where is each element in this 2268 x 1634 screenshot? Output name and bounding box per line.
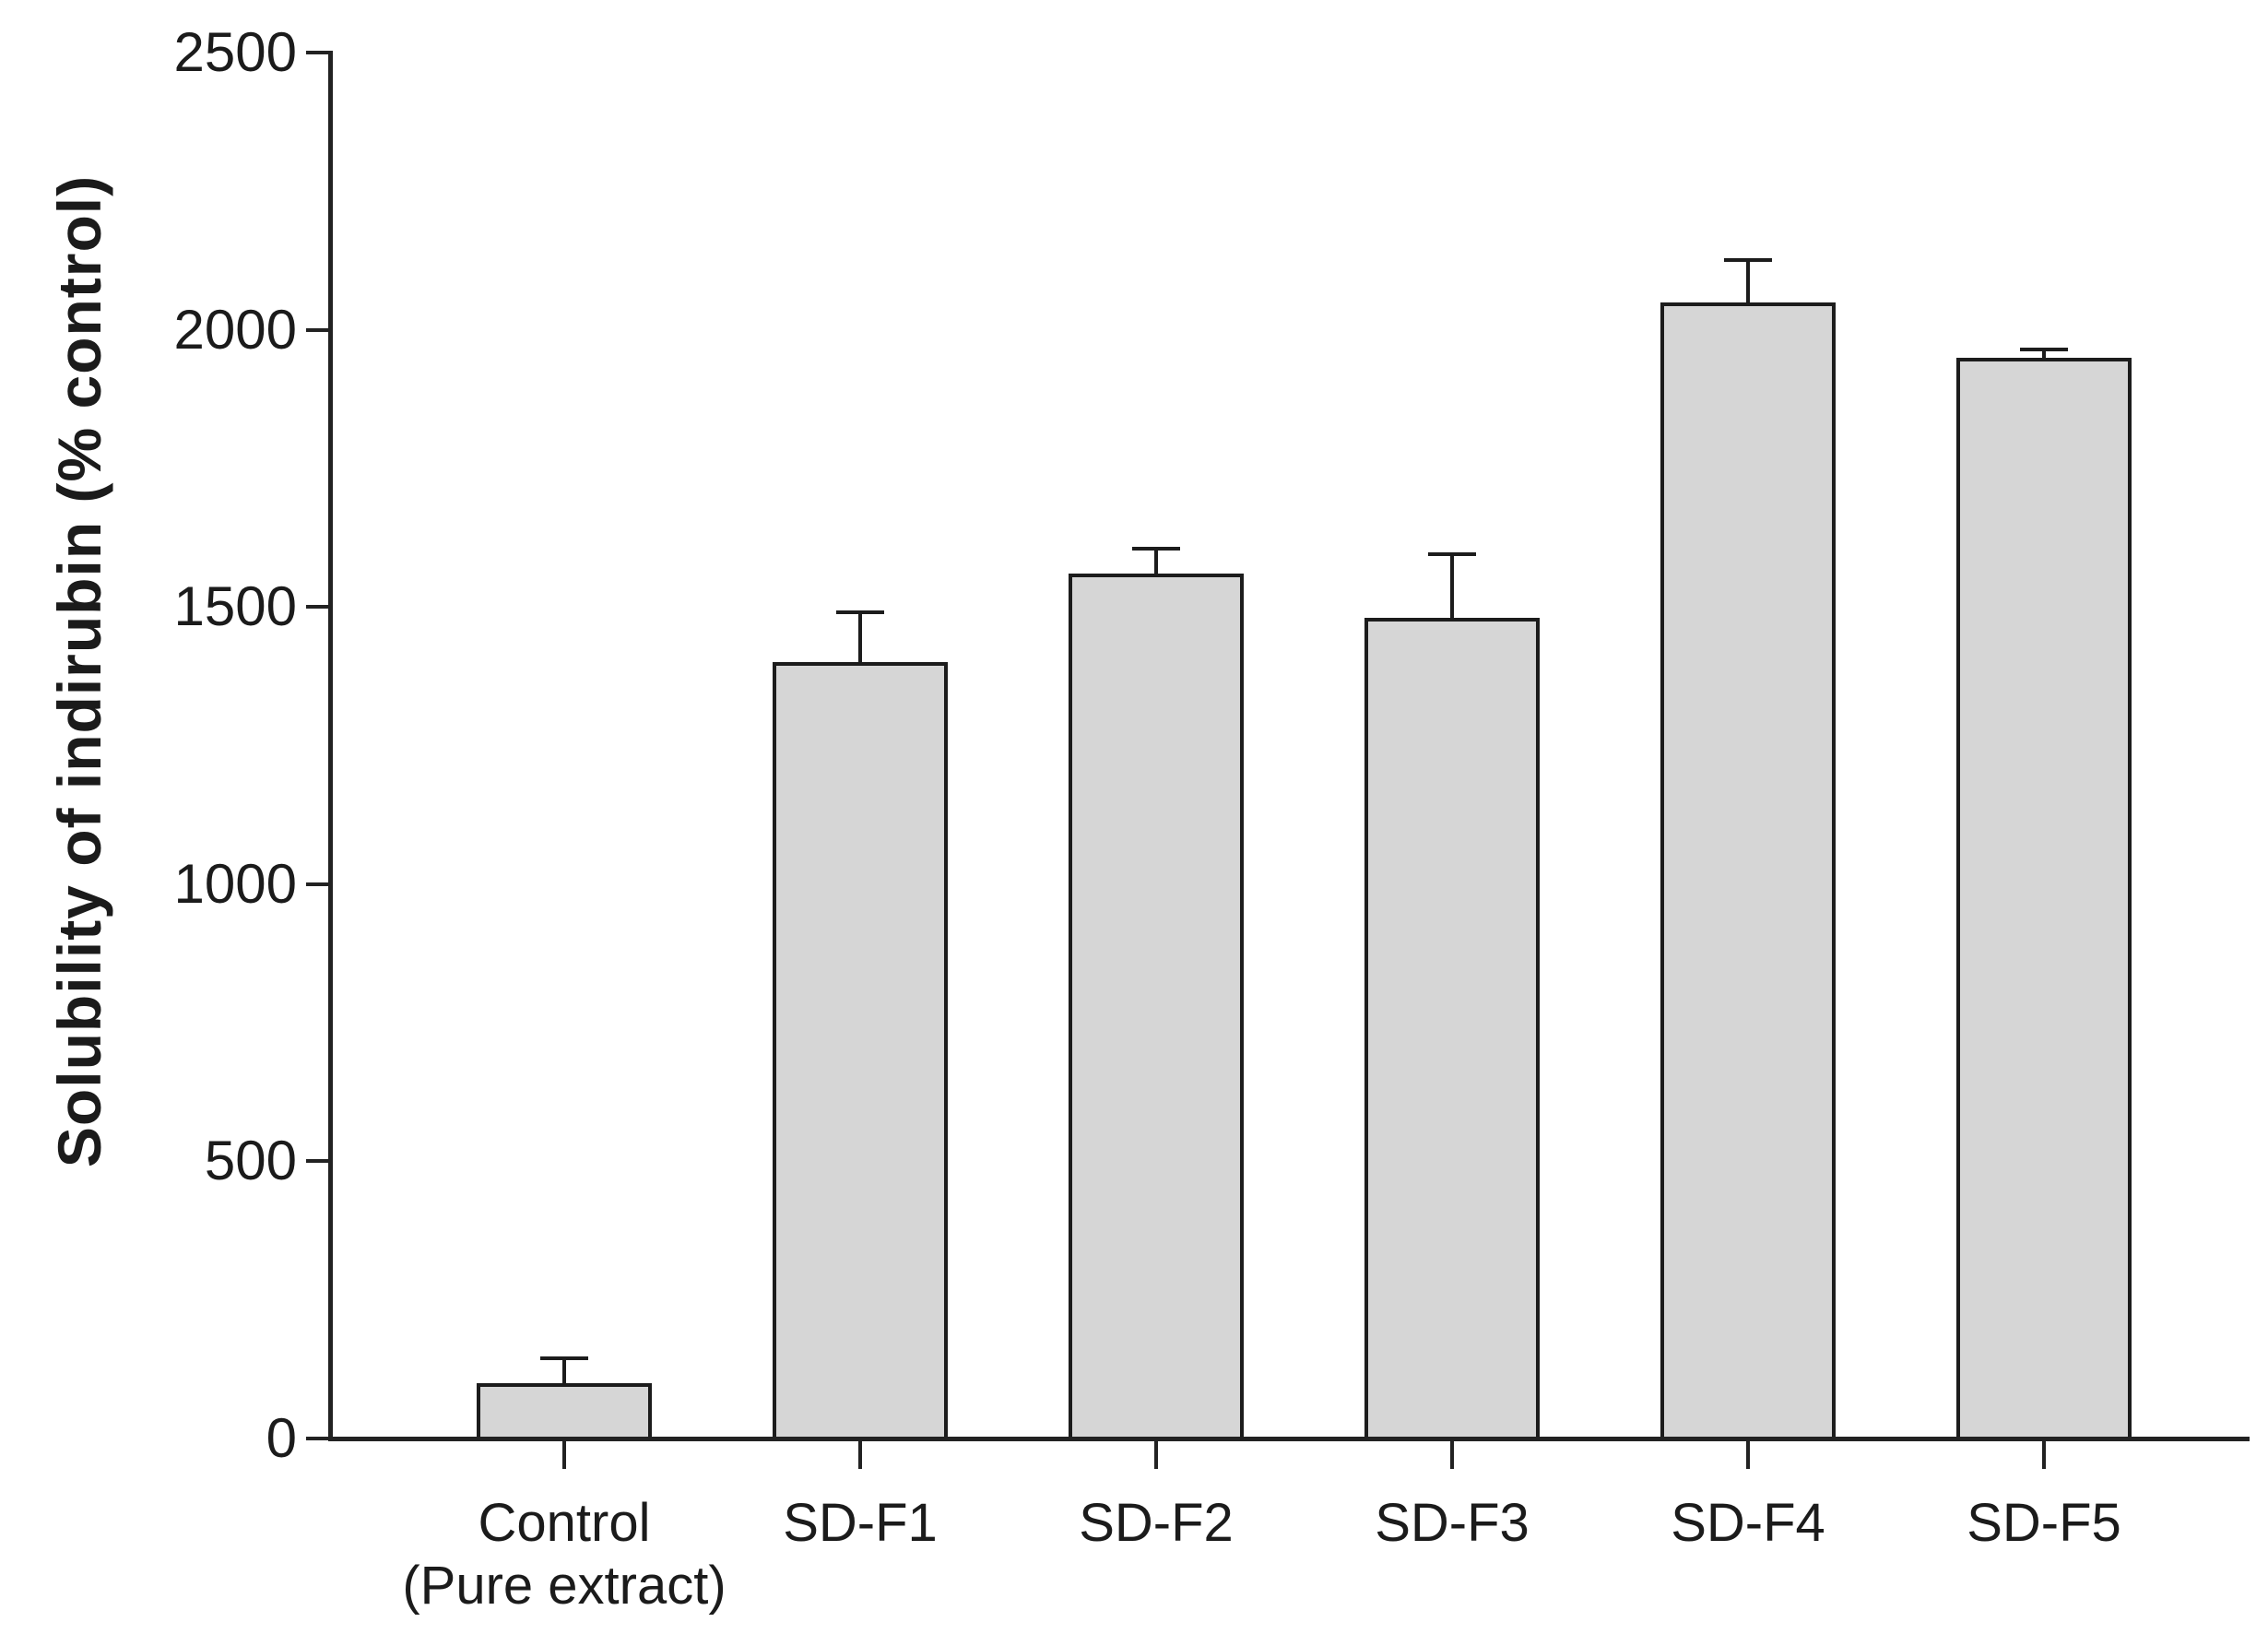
x-tick-label-line: SD-F3 (1375, 1493, 1530, 1553)
y-tick-label: 2500 (173, 21, 297, 83)
y-axis-line (328, 51, 333, 1440)
x-tick-mark (2042, 1441, 2046, 1469)
y-tick-mark (306, 51, 330, 54)
y-tick-label: 500 (204, 1130, 297, 1192)
x-tick-label-line: SD-F1 (783, 1493, 938, 1553)
x-tick-label-line: SD-F2 (1079, 1493, 1234, 1553)
error-bar-cap (1428, 552, 1476, 557)
error-bar-line (1154, 549, 1158, 574)
error-bar-line (2042, 349, 2046, 358)
error-bar-line (562, 1357, 566, 1383)
error-bar-cap (836, 610, 884, 615)
error-bar-cap (540, 1356, 588, 1360)
y-tick-label: 0 (266, 1407, 297, 1469)
error-bar-line (1450, 554, 1454, 619)
error-bar-cap (1132, 547, 1180, 551)
x-tick-label: SD-F3 (1212, 1492, 1692, 1555)
y-tick-mark (306, 327, 330, 332)
bar (773, 662, 948, 1440)
error-bar-cap (1724, 258, 1772, 263)
x-tick-label-line: (Pure extract) (402, 1556, 726, 1616)
bar (1956, 357, 2132, 1440)
bar (1660, 302, 1836, 1440)
error-bar-line (858, 612, 862, 663)
y-tick-mark (306, 882, 330, 886)
y-tick-mark (306, 1159, 330, 1164)
x-tick-mark (1154, 1441, 1158, 1469)
x-tick-label: Control (Pure extract) (325, 1492, 804, 1617)
bar (1069, 574, 1244, 1440)
x-tick-mark (1450, 1441, 1454, 1469)
x-tick-label: SD-F2 (916, 1492, 1396, 1555)
x-tick-label: SD-F1 (620, 1492, 1100, 1555)
y-tick-label: 2000 (173, 298, 297, 361)
x-axis-line (328, 1437, 2250, 1441)
bar (1364, 618, 1540, 1440)
x-tick-label-line: SD-F4 (1671, 1493, 1825, 1553)
error-bar-cap (2020, 347, 2068, 351)
y-tick-mark (306, 605, 330, 610)
x-tick-label-line: SD-F5 (1967, 1493, 2121, 1553)
x-tick-label-line: Control (478, 1493, 651, 1553)
x-tick-label: SD-F5 (1804, 1492, 2268, 1555)
x-tick-label: SD-F4 (1508, 1492, 1988, 1555)
x-tick-mark (1746, 1441, 1750, 1469)
x-tick-mark (562, 1441, 566, 1469)
x-tick-mark (858, 1441, 862, 1469)
error-bar-line (1746, 260, 1750, 302)
bar (477, 1382, 652, 1440)
y-tick-mark (306, 1437, 330, 1440)
y-tick-label: 1000 (173, 852, 297, 915)
y-tick-label: 1500 (173, 575, 297, 638)
